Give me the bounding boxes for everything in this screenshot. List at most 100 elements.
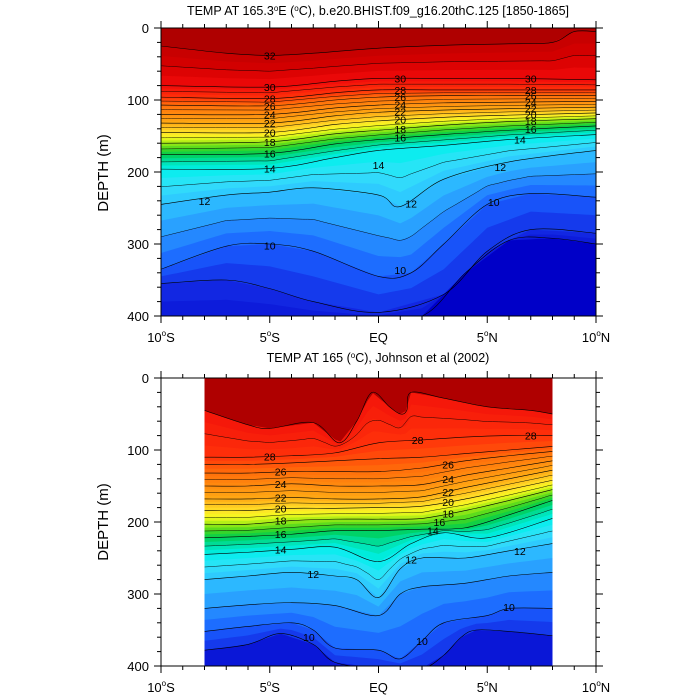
contour-label: 12 — [405, 199, 417, 211]
isotherm-line — [161, 134, 596, 170]
isotherm-line — [161, 118, 596, 144]
contour-label: 26 — [525, 91, 537, 103]
contour-label: 24 — [264, 109, 276, 121]
contour-label: 28 — [394, 85, 406, 97]
contour-label: 18 — [394, 124, 406, 136]
y-tick-label: 0 — [142, 21, 149, 36]
isotherm-line — [161, 30, 596, 56]
contour-label: 10 — [394, 265, 406, 277]
y-tick-label: 200 — [127, 165, 149, 180]
isotherm-line — [204, 474, 553, 505]
contour-label: 28 — [264, 451, 276, 463]
contour-label: 14 — [427, 526, 439, 538]
isotherm-line — [161, 150, 596, 208]
isotherm-line — [161, 101, 596, 116]
isotherm-line — [204, 489, 553, 525]
x-tick-label: 10oS — [147, 329, 175, 345]
x-tick-label: EQ — [369, 680, 388, 695]
contour-label: 16 — [275, 529, 287, 541]
contour-label: 20 — [394, 114, 406, 126]
contour-label: 20 — [525, 109, 537, 121]
chart-title: TEMP AT 165 (oC), Johnson et al (2002) — [267, 351, 490, 365]
contour-label: 22 — [394, 107, 406, 119]
isotherm-line — [204, 465, 553, 493]
isotherm-line — [161, 193, 596, 279]
x-tick-label: 10oS — [147, 679, 175, 695]
isotherm-line — [204, 518, 553, 562]
isotherm-line — [161, 142, 596, 187]
isotherm-line — [161, 125, 596, 156]
isotherm-line — [204, 415, 553, 447]
y-tick-label: 400 — [127, 659, 149, 674]
isotherm-line — [204, 469, 553, 500]
contour-label: 10 — [416, 636, 428, 648]
isotherm-line — [161, 228, 596, 313]
panel-model: TEMP AT 165.3oE (oC), b.e20.BHIST.f09_g1… — [95, 4, 610, 345]
isotherm-line — [161, 104, 596, 120]
contour-label: 22 — [264, 118, 276, 130]
contour-label: 14 — [264, 163, 276, 175]
contour-label: 22 — [525, 104, 537, 116]
contour-label: 22 — [442, 487, 454, 499]
contour-label: 26 — [394, 92, 406, 104]
isotherm-line — [204, 446, 553, 465]
isotherm-line — [204, 543, 553, 598]
contour-label: 28 — [412, 435, 424, 447]
panel-observations: TEMP AT 165 (oC), Johnson et al (2002) D… — [95, 351, 610, 695]
x-tick-label: 5oN — [477, 679, 498, 695]
contour-label: 16 — [434, 517, 446, 529]
isotherm-line — [204, 484, 553, 518]
contour-label: 18 — [275, 516, 287, 528]
isotherm-line — [204, 460, 553, 487]
contour-label: 20 — [442, 497, 454, 509]
isotherm-line — [161, 173, 596, 241]
contour-label: 10 — [264, 240, 276, 252]
isotherm-line — [204, 494, 553, 532]
isotherm-line — [204, 572, 553, 617]
isotherm-line — [204, 451, 553, 474]
contour-label: 14 — [514, 135, 526, 147]
contour-label: 26 — [264, 101, 276, 113]
y-tick-label: 0 — [142, 371, 149, 386]
x-tick-label: 10oN — [582, 679, 610, 695]
isotherm-line — [161, 55, 596, 72]
isotherm-line — [204, 479, 553, 511]
isotherm-line — [161, 112, 596, 134]
isotherm-line — [204, 509, 553, 547]
contour-label: 14 — [275, 544, 287, 556]
contour-label: 12 — [514, 546, 526, 558]
contour-label: 24 — [275, 479, 287, 491]
contour-label: 18 — [525, 116, 537, 128]
contour-label: 28 — [264, 94, 276, 106]
contour-label: 30 — [525, 73, 537, 85]
contour-label: 32 — [264, 50, 276, 62]
isotherm-line — [161, 89, 596, 100]
isotherm-line — [421, 236, 596, 316]
contour-label: 20 — [264, 127, 276, 139]
isotherm-line — [161, 83, 596, 94]
isotherm-line — [204, 530, 553, 580]
y-tick-label: 300 — [127, 237, 149, 252]
contour-label: 10 — [503, 602, 515, 614]
contour-label: 18 — [442, 508, 454, 520]
contour-label: 16 — [394, 132, 406, 144]
temperature-band — [422, 238, 596, 316]
isotherm-line — [161, 106, 596, 124]
contour-label: 24 — [442, 474, 454, 486]
y-axis-label: DEPTH (m) — [95, 134, 112, 212]
contour-label: 16 — [264, 148, 276, 160]
contour-label: 26 — [442, 459, 454, 471]
y-tick-label: 200 — [127, 515, 149, 530]
isotherm-line — [161, 92, 596, 103]
contour-label: 24 — [394, 99, 406, 111]
contour-label: 18 — [264, 137, 276, 149]
plot-area: 3230282624222018161430282624222018163028… — [127, 21, 610, 345]
y-tick-label: 400 — [127, 309, 149, 324]
y-axis-label: DEPTH (m) — [95, 483, 112, 561]
contour-label: 12 — [494, 162, 506, 174]
contour-label: 10 — [488, 197, 500, 209]
isotherm-line — [204, 629, 553, 666]
contour-label: 26 — [275, 467, 287, 479]
